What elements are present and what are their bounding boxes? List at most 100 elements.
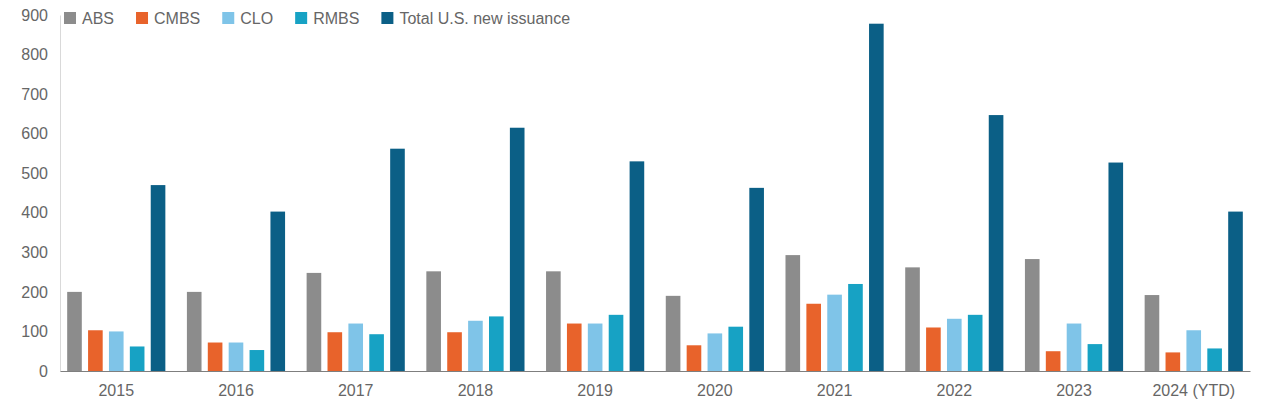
legend-swatch xyxy=(381,12,393,24)
legend-swatch xyxy=(295,12,307,24)
bar xyxy=(250,350,265,371)
bar xyxy=(187,292,202,371)
y-tick-label: 100 xyxy=(21,323,48,340)
bar xyxy=(848,284,863,371)
x-tick-label: 2023 xyxy=(1056,382,1092,399)
legend-label: CLO xyxy=(240,10,273,27)
bar xyxy=(348,324,363,371)
legend-item: RMBS xyxy=(295,10,359,27)
bar xyxy=(307,273,322,371)
y-tick-label: 500 xyxy=(21,165,48,182)
legend-swatch xyxy=(222,12,234,24)
bar xyxy=(426,271,441,371)
chart: 0 100 200 300 400 500 600 700 800 900 2015 2016 2017… xyxy=(0,0,1268,420)
bar xyxy=(390,149,405,371)
x-tick: 2023 xyxy=(1056,382,1092,399)
bar xyxy=(1108,163,1123,371)
x-tick: 2019 xyxy=(577,382,613,399)
legend-item: CLO xyxy=(222,10,273,27)
legend: ABS CMBS CLO RMBS Total U.S. new issuance xyxy=(64,10,570,27)
bar xyxy=(968,315,983,371)
x-tick-label: 2020 xyxy=(697,382,733,399)
legend-label: CMBS xyxy=(154,10,200,27)
y-tick: 500 xyxy=(21,165,60,182)
x-tick-label: 2019 xyxy=(577,382,613,399)
legend-label: ABS xyxy=(82,10,114,27)
y-tick: 100 xyxy=(21,323,60,340)
x-tick: 2022 xyxy=(936,382,972,399)
bar xyxy=(749,188,764,371)
bar xyxy=(630,161,645,371)
y-tick-label: 200 xyxy=(21,284,48,301)
x-tick: 2016 xyxy=(218,382,254,399)
bar xyxy=(1166,352,1181,371)
y-tick: 300 xyxy=(21,244,60,261)
y-tick: 800 xyxy=(21,46,60,63)
legend-swatch xyxy=(64,12,76,24)
y-tick-label: 600 xyxy=(21,125,48,142)
y-axis-line xyxy=(60,16,61,372)
bar xyxy=(1207,348,1222,371)
y-tick-label: 300 xyxy=(21,244,48,261)
y-tick: 900 xyxy=(21,7,60,24)
bars xyxy=(67,24,1243,371)
bar xyxy=(229,343,244,371)
bar xyxy=(1046,351,1061,371)
bar xyxy=(130,346,145,371)
bar xyxy=(806,304,821,371)
bar xyxy=(666,296,681,371)
bar xyxy=(1088,344,1103,371)
bar xyxy=(827,295,842,371)
y-tick-label: 700 xyxy=(21,86,48,103)
bar xyxy=(510,128,525,371)
bar xyxy=(588,324,603,371)
bar xyxy=(989,115,1004,371)
legend-label: RMBS xyxy=(313,10,359,27)
bar xyxy=(926,327,941,371)
bar xyxy=(67,292,82,371)
x-tick: 2017 xyxy=(338,382,374,399)
bar xyxy=(447,332,462,371)
bar xyxy=(1025,259,1040,371)
x-tick-label: 2021 xyxy=(817,382,853,399)
x-tick-label: 2017 xyxy=(338,382,374,399)
y-tick: 600 xyxy=(21,125,60,142)
x-tick-label: 2024 (YTD) xyxy=(1152,382,1235,399)
x-tick-label: 2015 xyxy=(98,382,134,399)
x-tick-label: 2018 xyxy=(458,382,494,399)
legend-item: ABS xyxy=(64,10,114,27)
bar xyxy=(468,321,483,371)
bar xyxy=(369,334,384,371)
bar xyxy=(785,255,800,371)
bar xyxy=(869,24,884,371)
bar xyxy=(1067,324,1082,371)
bar xyxy=(109,331,124,371)
x-axis-line xyxy=(61,371,1251,372)
x-tick-label: 2016 xyxy=(218,382,254,399)
bar xyxy=(1145,295,1160,371)
y-tick: 400 xyxy=(21,204,60,221)
bar xyxy=(687,345,702,371)
bar xyxy=(1228,212,1243,371)
bar xyxy=(947,319,962,371)
bar xyxy=(728,327,743,371)
legend-label: Total U.S. new issuance xyxy=(399,10,570,27)
bar xyxy=(609,315,624,371)
x-tick: 2024 (YTD) xyxy=(1152,382,1235,399)
bar xyxy=(567,324,582,371)
bar xyxy=(546,271,561,371)
y-tick-label: 0 xyxy=(39,363,48,380)
y-tick: 200 xyxy=(21,284,60,301)
x-axis: 2015 2016 2017 2018 2019 2020 2021 2022 2023 2024… xyxy=(61,372,1251,400)
bar xyxy=(88,330,103,371)
bar xyxy=(151,185,166,371)
x-tick: 2018 xyxy=(458,382,494,399)
bar xyxy=(270,212,285,371)
legend-item: Total U.S. new issuance xyxy=(381,10,570,27)
bar xyxy=(489,316,504,371)
bar xyxy=(905,267,920,371)
bar xyxy=(1186,330,1201,371)
y-axis: 0 100 200 300 400 500 600 700 800 900 xyxy=(21,7,60,380)
bar xyxy=(328,332,343,371)
legend-item: CMBS xyxy=(136,10,200,27)
